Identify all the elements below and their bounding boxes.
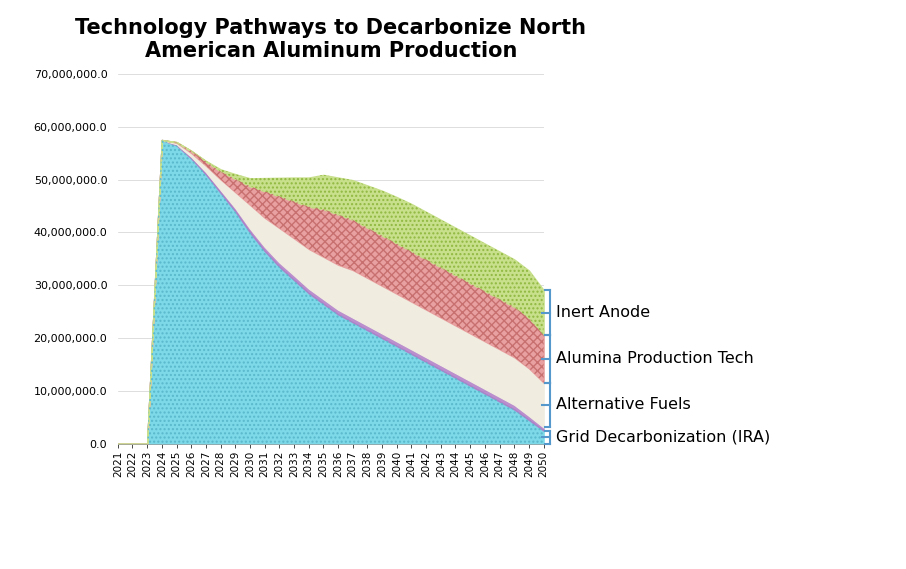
- Title: Technology Pathways to Decarbonize North
American Aluminum Production: Technology Pathways to Decarbonize North…: [75, 18, 586, 61]
- Text: Alternative Fuels: Alternative Fuels: [556, 398, 691, 413]
- Text: Alumina Production Tech: Alumina Production Tech: [556, 351, 754, 366]
- Text: Inert Anode: Inert Anode: [556, 305, 651, 320]
- Text: Grid Decarbonization (IRA): Grid Decarbonization (IRA): [556, 430, 771, 445]
